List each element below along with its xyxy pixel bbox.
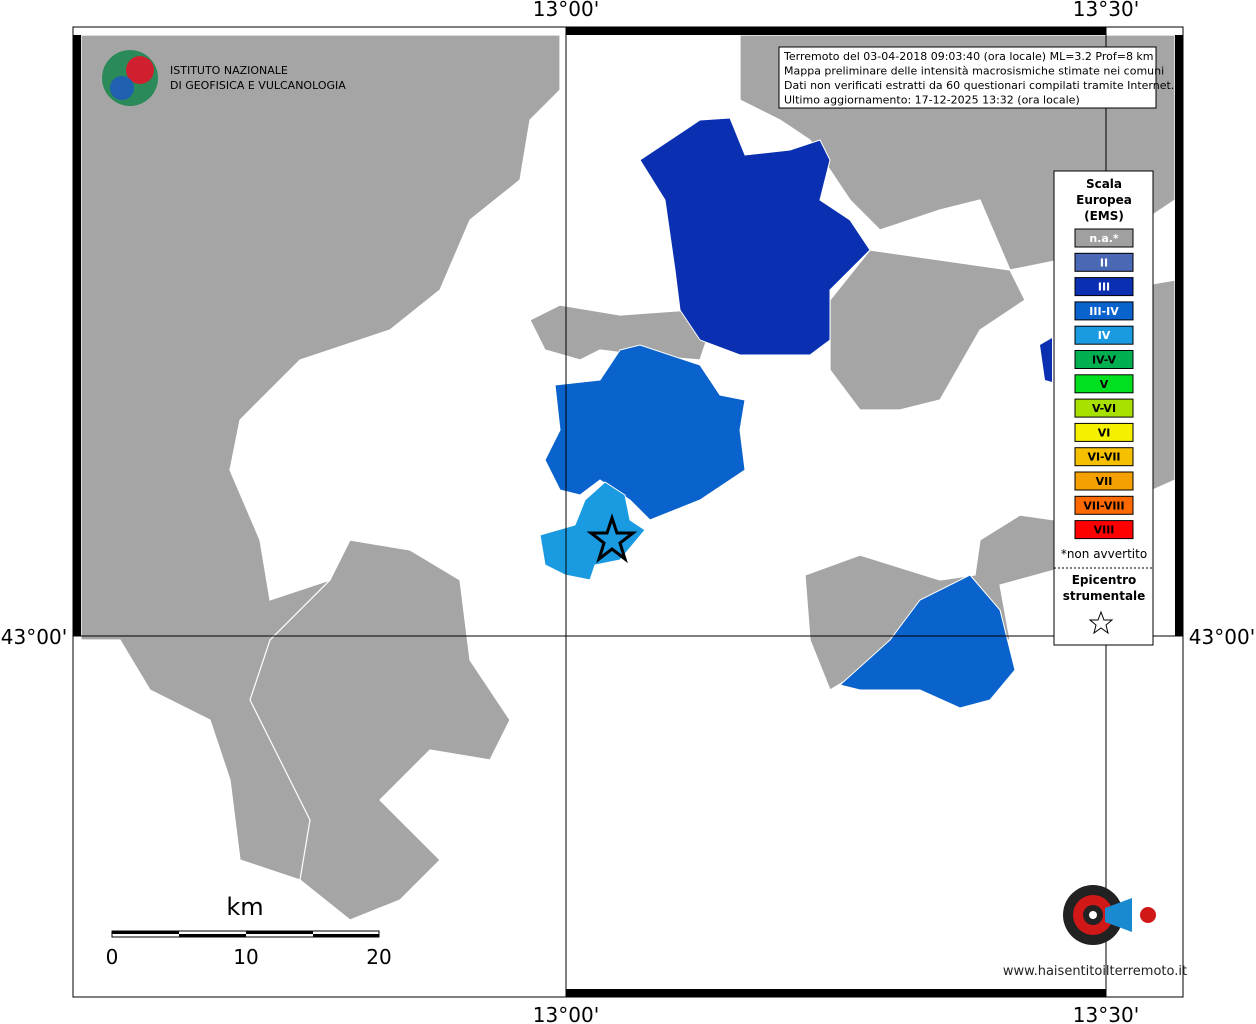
scale-tick: 10: [233, 945, 258, 969]
municipality-iii: [1040, 338, 1052, 382]
coord-label: 13°30': [1073, 0, 1139, 21]
scale-bar: km 0 10 20: [106, 893, 392, 969]
legend-epicenter: Epicentro: [1072, 573, 1137, 587]
scale-unit: km: [226, 893, 263, 921]
coord-label: 43°00': [1, 625, 67, 649]
legend-title: Scala: [1086, 177, 1122, 191]
legend-label: n.a.*: [1089, 232, 1119, 245]
legend-label: VI: [1098, 426, 1111, 439]
frame-bars: [73, 27, 1183, 997]
coord-label: 13°00': [533, 0, 599, 21]
logo-text: ISTITUTO NAZIONALE: [170, 64, 288, 77]
municipality-iii: [639, 117, 871, 356]
legend-epicenter: strumentale: [1063, 589, 1146, 603]
legend-label: V-VI: [1092, 402, 1116, 415]
legend-swatch: [1074, 252, 1134, 272]
coord-label: 13°00': [533, 1003, 599, 1024]
legend-title: (EMS): [1084, 209, 1124, 223]
scale-tick: 20: [366, 945, 391, 969]
legend-title: Europea: [1076, 193, 1132, 207]
municipality-iii-iv: [544, 344, 746, 521]
legend-star: [1088, 610, 1114, 635]
info-line: Ultimo aggiornamento: 17-12-2025 13:32 (…: [784, 94, 1080, 107]
site-url: www.haisentitoilterremoto.it: [1003, 964, 1187, 979]
info-box: [778, 46, 1157, 109]
legend-swatch: [1074, 495, 1134, 515]
legend-swatch: [1074, 228, 1134, 248]
municipality-iii-iv: [838, 574, 1016, 709]
legend-label: VI-VII: [1087, 451, 1120, 464]
epicenter-star: [586, 513, 638, 564]
legend-swatch: [1074, 301, 1134, 321]
legend-swatch: [1074, 471, 1134, 491]
legend-label: VII-VIII: [1083, 499, 1124, 512]
legend-label: IV: [1098, 329, 1111, 342]
legend-swatch: [1074, 422, 1134, 442]
coord-label: 13°30': [1073, 1003, 1139, 1024]
info-line: Dati non verificati estratti da 60 quest…: [784, 79, 1174, 92]
scale-tick: 0: [106, 945, 119, 969]
legend-label: VII: [1096, 475, 1113, 488]
legend-label: V: [1100, 378, 1109, 391]
legend-label: IV-V: [1092, 354, 1117, 367]
legend-swatch: [1074, 398, 1134, 418]
legend-note: *non avvertito: [1061, 547, 1147, 561]
legend-swatch: [1074, 447, 1134, 467]
legend-swatch: [1074, 520, 1134, 540]
logo-text: DI GEOFISICA E VULCANOLOGIA: [170, 79, 346, 92]
legend-swatch: [1074, 277, 1134, 297]
legend-swatch: [1074, 325, 1134, 345]
info-line: Mappa preliminare delle intensità macros…: [784, 65, 1164, 78]
legend-swatch: [1074, 350, 1134, 369]
site-logo: www.haisentitoilterremoto.it: [1003, 885, 1187, 979]
legend-label: II: [1100, 256, 1108, 269]
info-line: Terremoto del 03-04-2018 09:03:40 (ora l…: [783, 50, 1154, 63]
legend-label: VIII: [1094, 524, 1115, 537]
coord-label: 43°00': [1189, 625, 1255, 649]
legend-label: III: [1098, 281, 1110, 294]
legend-swatch: [1074, 374, 1134, 394]
ingv-logo: ISTITUTO NAZIONALE DI GEOFISICA E VULCAN…: [102, 50, 346, 106]
legend-label: III-IV: [1089, 305, 1119, 318]
